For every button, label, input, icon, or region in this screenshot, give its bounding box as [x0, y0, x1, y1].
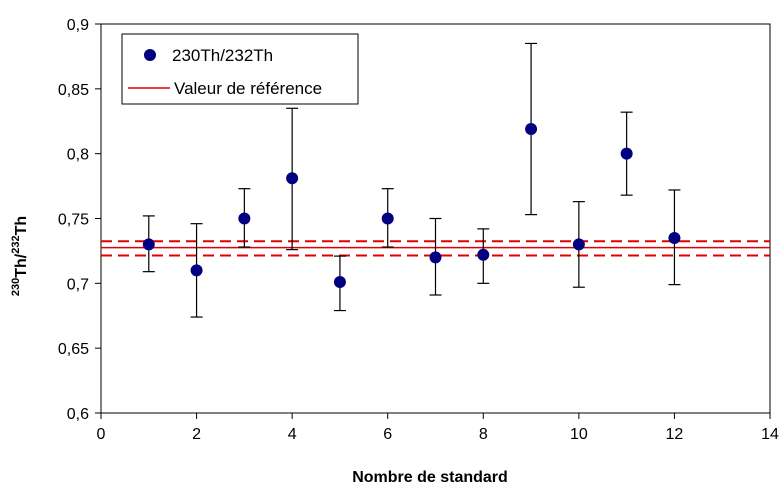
x-tick-label: 8 [479, 426, 488, 443]
y-tick-label: 0,6 [67, 406, 89, 423]
data-point [477, 248, 490, 261]
series-230th-232th [142, 42, 681, 318]
legend: 230Th/232Th Valeur de référence [121, 33, 359, 105]
legend-marker-series [144, 49, 156, 61]
y-axis: 0,6 0,65 0,7 0,75 0,8 0,85 0,9 [58, 17, 101, 423]
y-tick-label: 0,85 [58, 82, 89, 99]
data-point [238, 212, 251, 225]
data-point [190, 264, 203, 277]
y-axis-title: 230Th/232Th [10, 216, 30, 296]
data-point [572, 238, 585, 251]
x-axis: 0 2 4 6 8 10 12 14 [97, 413, 779, 443]
y-tick-label: 0,8 [67, 147, 89, 164]
x-axis-title: Nombre de standard [352, 469, 508, 486]
legend-label-reference: Valeur de référence [174, 79, 322, 98]
data-point [620, 147, 633, 160]
x-tick-label: 10 [570, 426, 588, 443]
legend-box [121, 33, 359, 105]
x-tick-label: 2 [192, 426, 201, 443]
x-tick-label: 12 [666, 426, 684, 443]
data-point [142, 238, 155, 251]
data-point [333, 276, 346, 289]
x-tick-label: 14 [761, 426, 779, 443]
y-tick-label: 0,65 [58, 341, 89, 358]
legend-label-series: 230Th/232Th [172, 46, 273, 65]
y-tick-label: 0,75 [58, 212, 89, 229]
data-point [525, 123, 538, 136]
data-point [429, 251, 442, 264]
data-point [286, 172, 299, 185]
x-tick-label: 6 [383, 426, 392, 443]
x-tick-label: 0 [97, 426, 106, 443]
y-tick-label: 0,9 [67, 17, 89, 34]
data-point [668, 231, 681, 244]
y-tick-label: 0,7 [67, 276, 89, 293]
x-tick-label: 4 [288, 426, 297, 443]
data-point [381, 212, 394, 225]
